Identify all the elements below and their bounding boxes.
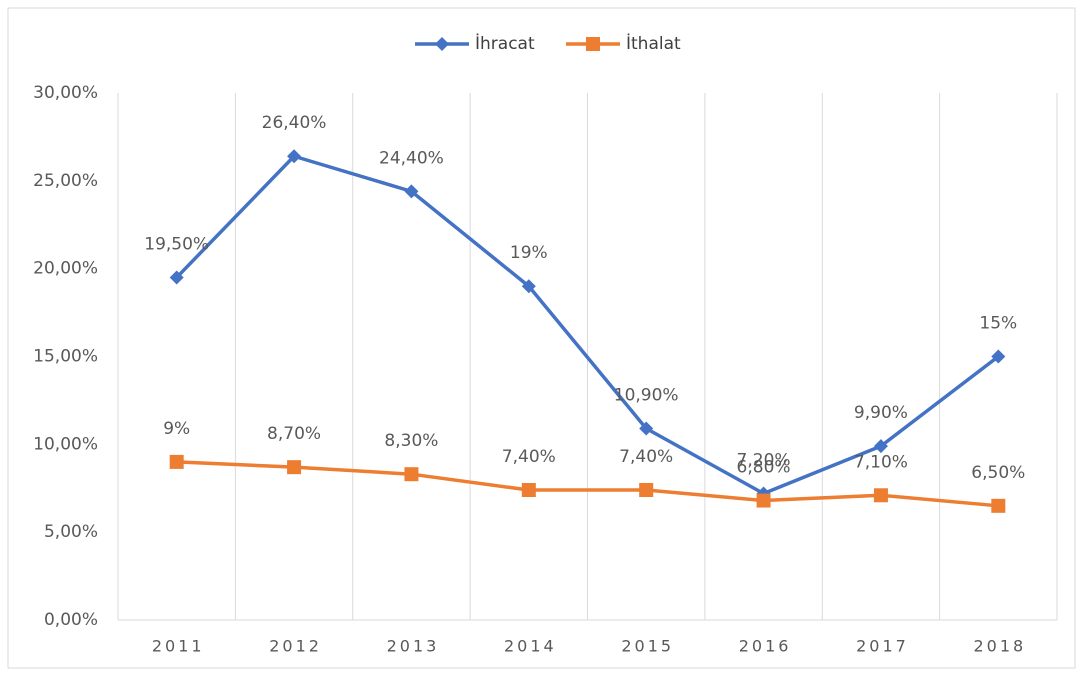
chart-border <box>7 7 1076 669</box>
data-point <box>639 483 654 498</box>
y-tick-label: 0,00% <box>44 610 98 630</box>
data-label: 8,70% <box>267 424 321 444</box>
data-point <box>873 488 888 503</box>
y-tick-label: 5,00% <box>44 522 98 542</box>
x-tick-label: 2013 <box>387 637 440 656</box>
x-tick-label: 2018 <box>973 637 1026 656</box>
x-tick-label: 2016 <box>739 637 792 656</box>
data-point <box>639 421 654 436</box>
data-label: 6,50% <box>971 463 1025 483</box>
data-point <box>287 460 302 475</box>
data-label: 15% <box>979 314 1017 334</box>
series-line <box>175 154 1000 496</box>
y-tick-label: 15,00% <box>33 347 98 367</box>
data-label: 7,40% <box>502 447 556 467</box>
y-tick-label: 10,00% <box>33 434 98 454</box>
legend-label: İhracat <box>475 33 535 54</box>
y-tick-label: 30,00% <box>33 83 98 103</box>
data-label: 19% <box>510 243 548 263</box>
data-point <box>991 498 1006 513</box>
data-point <box>991 349 1006 364</box>
data-label: 24,40% <box>379 148 444 168</box>
data-label: 7,20% <box>737 451 791 471</box>
data-label: 26,40% <box>262 113 327 133</box>
y-tick-label: 20,00% <box>33 259 98 279</box>
data-label: 9% <box>163 419 190 439</box>
legend-marker <box>586 37 600 51</box>
x-tick-label: 2017 <box>856 637 909 656</box>
data-label: 8,30% <box>384 431 438 451</box>
data-label: 10,90% <box>614 386 679 406</box>
data-point <box>756 493 771 508</box>
x-tick-label: 2012 <box>269 637 322 656</box>
data-point <box>521 279 536 294</box>
data-label: 19,50% <box>144 234 209 254</box>
data-label: 6,80% <box>737 458 791 478</box>
x-tick-label: 2014 <box>504 637 557 656</box>
data-point <box>521 483 536 498</box>
data-point <box>404 184 419 199</box>
data-label: 9,90% <box>854 403 908 423</box>
series-line <box>176 460 999 508</box>
legend-marker <box>435 37 449 51</box>
data-label: 7,40% <box>619 447 673 467</box>
data-label: 7,10% <box>854 452 908 472</box>
data-point <box>169 270 184 285</box>
data-point <box>169 454 184 469</box>
x-tick-label: 2011 <box>152 637 205 656</box>
data-point <box>287 149 302 164</box>
y-tick-label: 25,00% <box>33 171 98 191</box>
x-tick-label: 2015 <box>621 637 674 656</box>
legend-label: İthalat <box>626 33 681 54</box>
data-point <box>873 439 888 454</box>
data-point <box>404 467 419 482</box>
